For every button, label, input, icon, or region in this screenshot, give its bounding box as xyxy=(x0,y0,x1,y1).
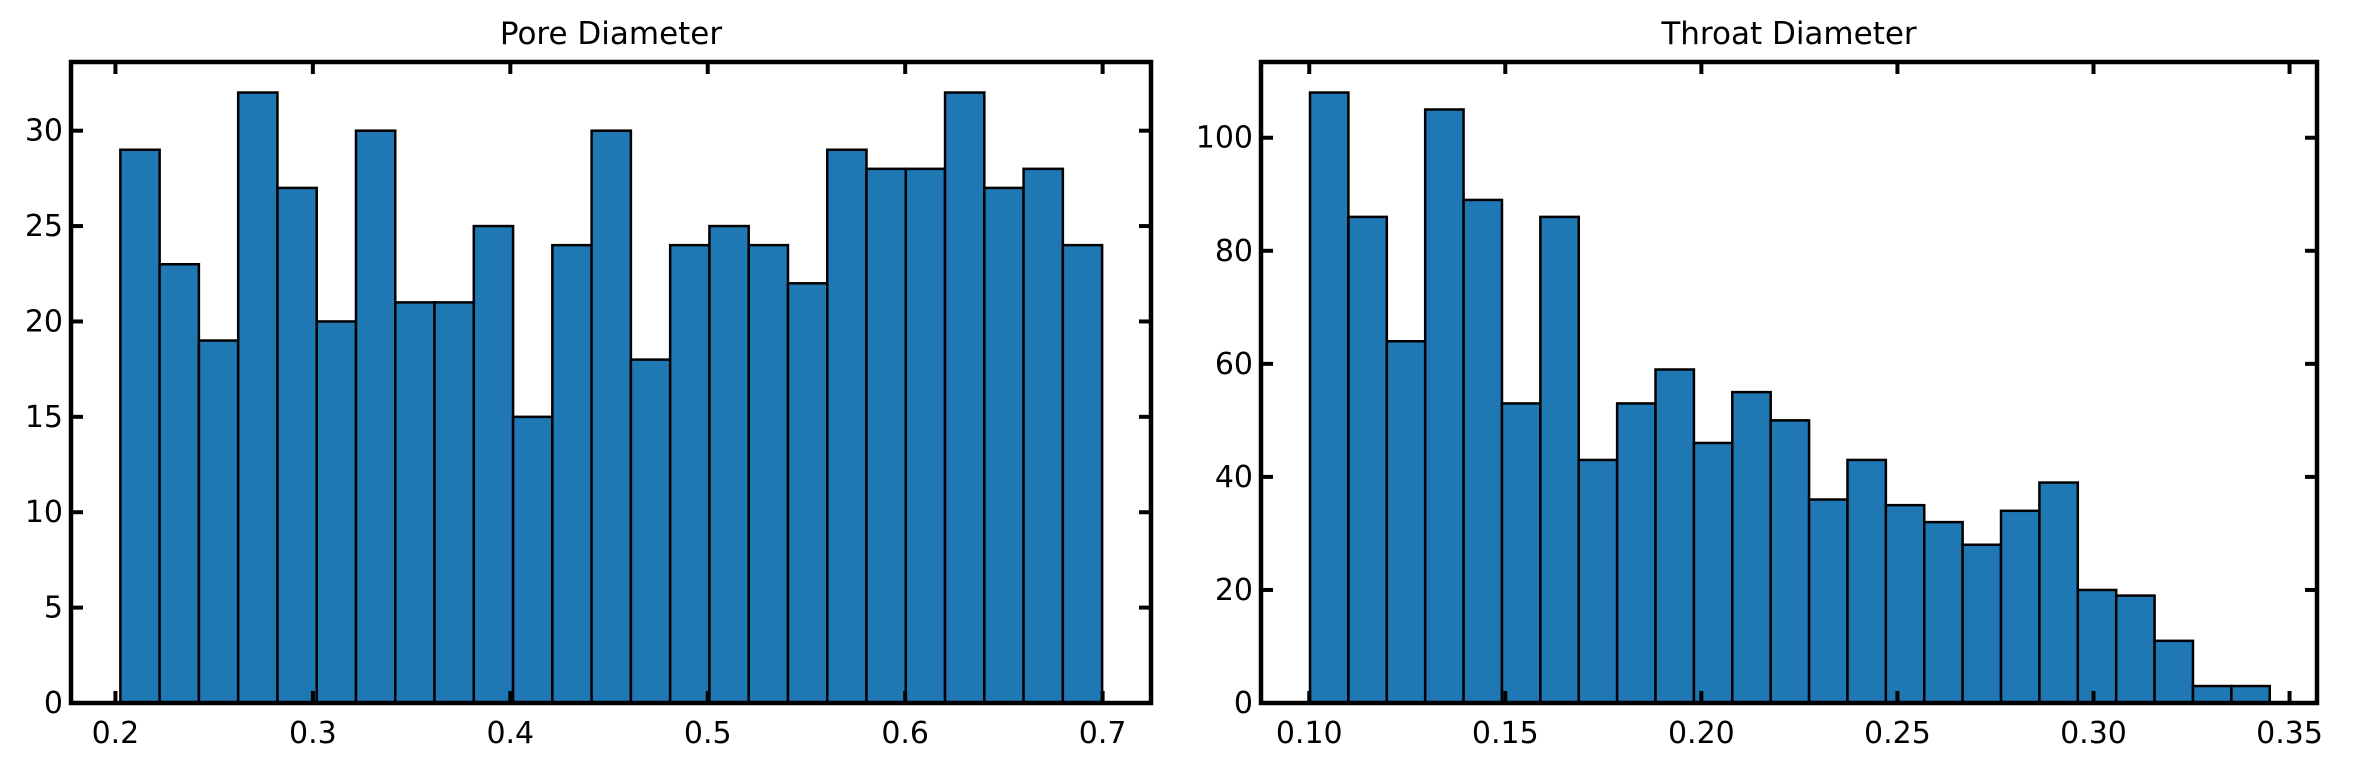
histogram-bar xyxy=(315,320,358,705)
x-tick-label: 0.6 xyxy=(881,716,929,751)
histogram-bar xyxy=(983,186,1025,705)
y-tick-label: 25 xyxy=(25,209,63,244)
histogram-bar xyxy=(1500,402,1542,705)
x-tick-label: 0.20 xyxy=(1668,716,1735,751)
histogram-bar xyxy=(197,339,240,705)
y-tick-label: 5 xyxy=(44,591,63,626)
chart-title: Pore Diameter xyxy=(500,16,723,52)
histogram-bar xyxy=(1347,215,1389,705)
histogram-bar xyxy=(2191,684,2233,705)
histogram-bar xyxy=(158,262,201,705)
histogram-bar xyxy=(1385,339,1427,705)
histogram-bar xyxy=(1022,167,1065,705)
histogram-bar xyxy=(668,243,711,705)
y-tick-label: 20 xyxy=(25,304,63,339)
x-tick-label: 0.10 xyxy=(1276,716,1343,751)
histogram-bar xyxy=(786,282,829,705)
axes-frame xyxy=(68,59,1154,706)
histogram-bar xyxy=(1061,243,1104,705)
histogram-bar xyxy=(472,224,515,705)
histogram-bar xyxy=(629,358,672,705)
histogram-bar xyxy=(865,167,908,705)
histogram-bar xyxy=(1884,503,1926,705)
histogram-bar xyxy=(236,91,279,705)
x-tick-label: 0.15 xyxy=(1472,716,1539,751)
histogram-bar xyxy=(2038,481,2080,705)
pore-diameter-histogram: Pore Diameter 0.2 0.3 0.4 0.5 0.6 0.7 0 5 10 15 20… xyxy=(25,16,1154,751)
histogram-bar xyxy=(1807,498,1849,705)
histogram-bar xyxy=(551,243,593,705)
y-tick-label: 80 xyxy=(1215,234,1253,269)
histogram-bar xyxy=(1692,441,1734,705)
histogram-bar xyxy=(394,301,436,705)
chart-title: Throat Diameter xyxy=(1660,16,1917,52)
y-tick-label: 15 xyxy=(25,400,63,435)
y-tick-label: 10 xyxy=(25,495,63,530)
x-tick-label: 0.35 xyxy=(2256,716,2323,751)
histogram-bar xyxy=(1961,543,2003,705)
histogram-bar xyxy=(511,415,554,705)
y-tick-label: 0 xyxy=(44,686,63,721)
histogram-bar xyxy=(943,91,986,705)
histogram-bar xyxy=(590,129,633,705)
throat-diameter-histogram: Throat Diameter 0.10 0.15 0.20 0.25 0.30 0.35… xyxy=(1196,16,2323,751)
histogram-bar xyxy=(1846,458,1888,705)
histogram-bar xyxy=(433,301,476,705)
x-tick-label: 0.4 xyxy=(486,716,534,751)
histogram-bar xyxy=(708,224,750,705)
histogram-bar xyxy=(1769,419,1811,705)
y-tick-label: 0 xyxy=(1234,686,1253,721)
x-tick-label: 0.2 xyxy=(92,716,140,751)
histogram-bar xyxy=(1922,520,1964,705)
histogram-bar xyxy=(2230,684,2271,705)
x-tick-label: 0.7 xyxy=(1079,716,1127,751)
x-tick-label: 0.5 xyxy=(684,716,732,751)
histogram-bar xyxy=(354,129,397,705)
x-tick-label: 0.3 xyxy=(289,716,337,751)
histogram-bar xyxy=(1731,390,1772,705)
histogram-bar xyxy=(1999,509,2041,705)
histogram-bar xyxy=(2114,594,2156,705)
y-tick-label: 30 xyxy=(25,114,63,149)
histogram-bar xyxy=(747,243,790,705)
x-tick-label: 0.30 xyxy=(2060,716,2127,751)
y-tick-label: 60 xyxy=(1215,347,1253,382)
y-tick-label: 40 xyxy=(1215,460,1253,495)
histogram-bar xyxy=(2153,639,2195,705)
histogram-bar xyxy=(1539,215,1580,705)
histogram-bar xyxy=(1577,458,1619,705)
histogram-bar xyxy=(1308,91,1350,705)
histogram-bar xyxy=(1615,402,1657,705)
y-tick-label: 100 xyxy=(1196,121,1253,156)
histogram-bar xyxy=(825,148,868,705)
histogram-bar xyxy=(1462,198,1504,705)
histogram-bar xyxy=(276,186,318,705)
histogram-bar xyxy=(1654,368,1696,705)
histogram-bar xyxy=(1423,108,1465,705)
y-tick-label: 20 xyxy=(1215,573,1253,608)
histogram-bar xyxy=(2076,588,2118,705)
histogram-bar xyxy=(904,167,947,705)
histogram-bar xyxy=(119,148,161,705)
x-tick-label: 0.25 xyxy=(1864,716,1931,751)
axes-frame xyxy=(1258,59,2320,706)
